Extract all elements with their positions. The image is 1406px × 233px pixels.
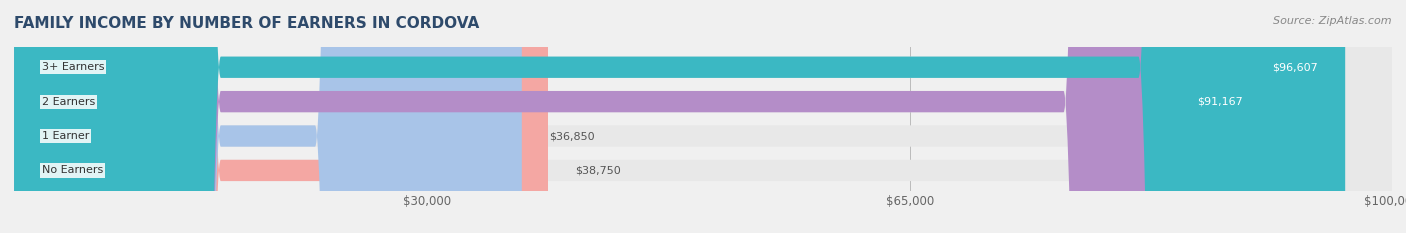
Text: 2 Earners: 2 Earners	[42, 97, 94, 107]
FancyBboxPatch shape	[14, 0, 548, 233]
Text: Source: ZipAtlas.com: Source: ZipAtlas.com	[1274, 16, 1392, 26]
Text: FAMILY INCOME BY NUMBER OF EARNERS IN CORDOVA: FAMILY INCOME BY NUMBER OF EARNERS IN CO…	[14, 16, 479, 31]
FancyBboxPatch shape	[14, 0, 1392, 233]
FancyBboxPatch shape	[14, 0, 1270, 233]
Text: 1 Earner: 1 Earner	[42, 131, 89, 141]
FancyBboxPatch shape	[14, 0, 1346, 233]
Text: $91,167: $91,167	[1197, 97, 1243, 107]
Text: 3+ Earners: 3+ Earners	[42, 62, 104, 72]
FancyBboxPatch shape	[14, 0, 522, 233]
FancyBboxPatch shape	[14, 0, 1392, 233]
FancyBboxPatch shape	[14, 0, 1392, 233]
Text: $38,750: $38,750	[575, 165, 621, 175]
FancyBboxPatch shape	[14, 0, 1392, 233]
Text: $36,850: $36,850	[550, 131, 595, 141]
Text: $96,607: $96,607	[1272, 62, 1317, 72]
Text: No Earners: No Earners	[42, 165, 103, 175]
